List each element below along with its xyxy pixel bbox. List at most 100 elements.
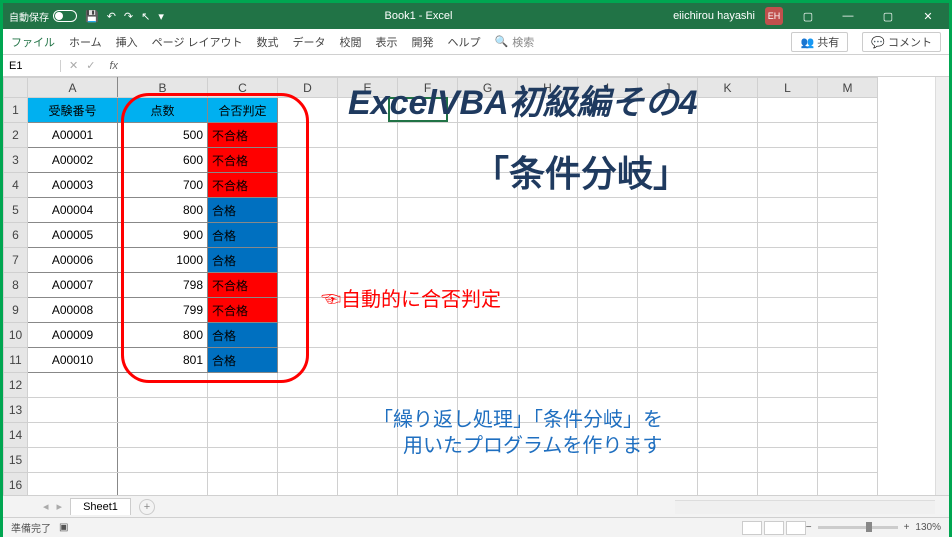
cell-H14[interactable]	[518, 423, 578, 448]
tab-home[interactable]: ホーム	[69, 34, 102, 50]
cell-M4[interactable]	[818, 173, 878, 198]
row-header-15[interactable]: 15	[4, 448, 28, 473]
cell-A16[interactable]	[28, 473, 118, 496]
cell-I7[interactable]	[578, 248, 638, 273]
cell-E6[interactable]	[338, 223, 398, 248]
cell-C16[interactable]	[208, 473, 278, 496]
cell-G13[interactable]	[458, 398, 518, 423]
cell-J10[interactable]	[638, 323, 698, 348]
vertical-scrollbar[interactable]	[935, 77, 949, 495]
cell-G8[interactable]	[458, 273, 518, 298]
formula-input[interactable]	[118, 60, 949, 72]
cell-F4[interactable]	[398, 173, 458, 198]
cell-G2[interactable]	[458, 123, 518, 148]
cell-C11[interactable]: 合格	[208, 348, 278, 373]
column-header-F[interactable]: F	[398, 78, 458, 98]
cell-H16[interactable]	[518, 473, 578, 496]
cell-M10[interactable]	[818, 323, 878, 348]
cell-C6[interactable]: 合格	[208, 223, 278, 248]
cell-D10[interactable]	[278, 323, 338, 348]
row-header-12[interactable]: 12	[4, 373, 28, 398]
cell-F15[interactable]	[398, 448, 458, 473]
cell-B15[interactable]	[118, 448, 208, 473]
undo-icon[interactable]: ↶	[107, 10, 116, 23]
row-header-16[interactable]: 16	[4, 473, 28, 496]
cell-H1[interactable]	[518, 98, 578, 123]
cell-K10[interactable]	[698, 323, 758, 348]
cell-D11[interactable]	[278, 348, 338, 373]
cell-C15[interactable]	[208, 448, 278, 473]
cell-M7[interactable]	[818, 248, 878, 273]
cell-H5[interactable]	[518, 198, 578, 223]
cell-K16[interactable]	[698, 473, 758, 496]
cell-A14[interactable]	[28, 423, 118, 448]
sheet-nav-first-icon[interactable]: ◂	[43, 500, 49, 513]
sheet-tab-sheet1[interactable]: Sheet1	[70, 498, 131, 515]
cell-C7[interactable]: 合格	[208, 248, 278, 273]
cell-L9[interactable]	[758, 298, 818, 323]
cell-M1[interactable]	[818, 98, 878, 123]
cell-H13[interactable]	[518, 398, 578, 423]
horizontal-scrollbar[interactable]	[675, 500, 935, 514]
cell-I15[interactable]	[578, 448, 638, 473]
cell-L16[interactable]	[758, 473, 818, 496]
cell-A12[interactable]	[28, 373, 118, 398]
cell-F2[interactable]	[398, 123, 458, 148]
macro-record-icon[interactable]: ▣	[59, 522, 68, 533]
cell-C2[interactable]: 不合格	[208, 123, 278, 148]
cell-M12[interactable]	[818, 373, 878, 398]
cell-B7[interactable]: 1000	[118, 248, 208, 273]
cell-L12[interactable]	[758, 373, 818, 398]
row-header-7[interactable]: 7	[4, 248, 28, 273]
cell-E16[interactable]	[338, 473, 398, 496]
cell-A8[interactable]: A00007	[28, 273, 118, 298]
cell-G9[interactable]	[458, 298, 518, 323]
cell-D14[interactable]	[278, 423, 338, 448]
cell-L2[interactable]	[758, 123, 818, 148]
cell-B16[interactable]	[118, 473, 208, 496]
cell-B1[interactable]: 点数	[118, 98, 208, 123]
save-icon[interactable]: 💾	[85, 10, 99, 23]
cell-E13[interactable]	[338, 398, 398, 423]
view-normal-icon[interactable]	[742, 521, 762, 535]
cell-J9[interactable]	[638, 298, 698, 323]
cell-H12[interactable]	[518, 373, 578, 398]
cell-E14[interactable]	[338, 423, 398, 448]
cursor-icon[interactable]: ↖	[141, 10, 150, 23]
cell-B5[interactable]: 800	[118, 198, 208, 223]
cell-J1[interactable]	[638, 98, 698, 123]
cell-D12[interactable]	[278, 373, 338, 398]
cancel-icon[interactable]: ✕	[69, 59, 78, 72]
maximize-icon[interactable]: ▢	[873, 10, 903, 23]
cell-A11[interactable]: A00010	[28, 348, 118, 373]
cell-F6[interactable]	[398, 223, 458, 248]
cell-D2[interactable]	[278, 123, 338, 148]
cell-L3[interactable]	[758, 148, 818, 173]
cell-I13[interactable]	[578, 398, 638, 423]
cell-E2[interactable]	[338, 123, 398, 148]
cell-G6[interactable]	[458, 223, 518, 248]
cell-J4[interactable]	[638, 173, 698, 198]
cell-F11[interactable]	[398, 348, 458, 373]
cell-A13[interactable]	[28, 398, 118, 423]
cell-D3[interactable]	[278, 148, 338, 173]
cell-M8[interactable]	[818, 273, 878, 298]
column-header-K[interactable]: K	[698, 78, 758, 98]
user-avatar[interactable]: EH	[765, 7, 783, 25]
row-header-9[interactable]: 9	[4, 298, 28, 323]
cell-M13[interactable]	[818, 398, 878, 423]
column-header-M[interactable]: M	[818, 78, 878, 98]
cell-M5[interactable]	[818, 198, 878, 223]
cell-C10[interactable]: 合格	[208, 323, 278, 348]
cell-C4[interactable]: 不合格	[208, 173, 278, 198]
cell-G3[interactable]	[458, 148, 518, 173]
cell-L6[interactable]	[758, 223, 818, 248]
column-header-C[interactable]: C	[208, 78, 278, 98]
cell-E9[interactable]	[338, 298, 398, 323]
cell-F3[interactable]	[398, 148, 458, 173]
cell-L15[interactable]	[758, 448, 818, 473]
cell-K6[interactable]	[698, 223, 758, 248]
redo-icon[interactable]: ↷	[124, 10, 133, 23]
cell-B4[interactable]: 700	[118, 173, 208, 198]
column-header-D[interactable]: D	[278, 78, 338, 98]
